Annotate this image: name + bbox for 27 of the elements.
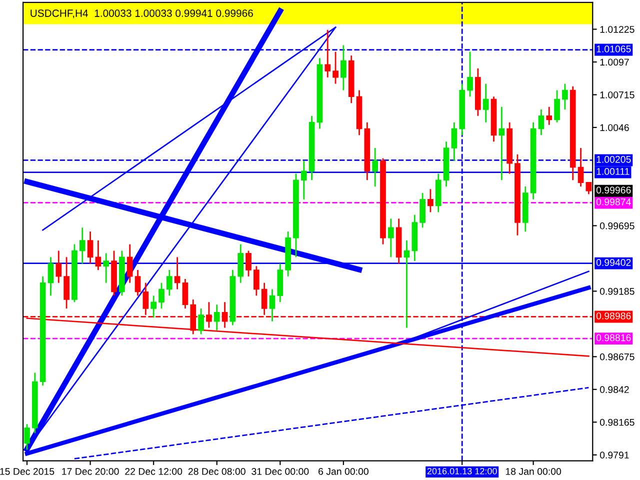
x-tick-label: 17 Dec 20:00 — [62, 468, 119, 475]
x-tick-label: 22 Dec 12:00 — [125, 468, 182, 475]
y-tick-label: 1.00715 — [600, 91, 634, 98]
y-tick-label: 1.0046 — [600, 124, 629, 132]
annotation: 0.99966 — [596, 186, 631, 194]
x-tick-label: 31 Dec 00:00 — [252, 468, 309, 475]
ref-line-label: 0.99402 — [596, 259, 631, 266]
y-tick-label: 0.9791 — [600, 452, 629, 459]
y-tick-label: 0.98675 — [600, 353, 634, 360]
x-tick-label: 15 Dec 2015 — [0, 468, 54, 475]
y-tick-label: 0.98165 — [600, 418, 634, 426]
x-tick-label: 6 Jan 00:00 — [318, 468, 368, 475]
ref-line-label: 1.00205 — [596, 156, 631, 163]
ref-line-label: 0.98816 — [596, 334, 631, 342]
ref-line-label: 0.98986 — [596, 312, 631, 320]
annotation: USDCHF,H4 1.00033 1.00033 0.99941 0.99966 — [30, 10, 253, 18]
x-tick-label: 28 Dec 08:00 — [188, 468, 246, 475]
y-tick-label: 1.01225 — [600, 26, 634, 33]
x-tick-label: 18 Jan 00:00 — [506, 468, 562, 475]
y-tick-label: 1.0097 — [600, 58, 629, 66]
ref-line-label: 0.99874 — [596, 198, 631, 206]
y-tick-label: 0.9842 — [600, 386, 629, 394]
y-tick-label: 0.99185 — [600, 288, 634, 295]
x-tick-label: 2016.01.13 12:00 — [427, 468, 497, 474]
ref-line-label: 1.01065 — [596, 46, 631, 52]
y-tick-label: 0.99695 — [600, 222, 634, 230]
ref-line-label: 1.00111 — [596, 168, 630, 175]
